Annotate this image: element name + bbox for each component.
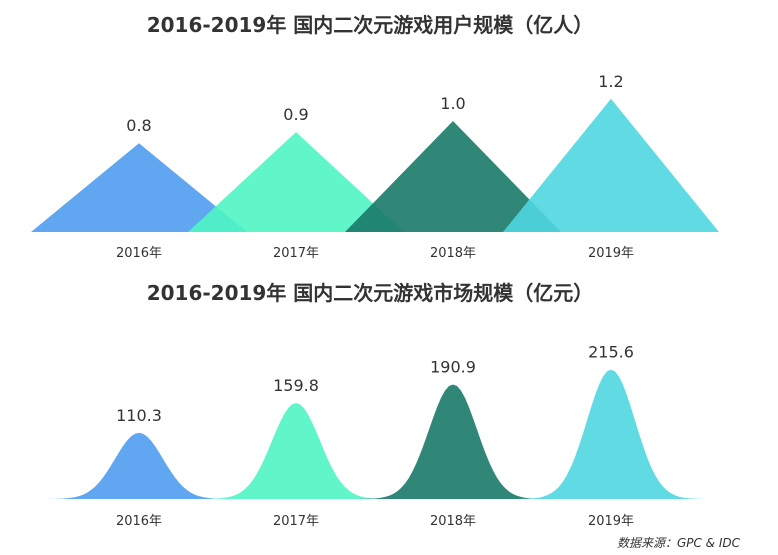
users-chart: 0.8 2016年 0.9 2017年 1.0 2018年 1.2 2019年 [31,72,719,261]
market-scale-value-label-3: 215.6 [588,343,634,362]
user-scale-triangle-3 [503,98,719,232]
market-scale-tick-label-1: 2017年 [273,514,319,529]
user-scale-value-label-1: 0.9 [283,105,308,124]
chart-title-users: 2016-2019年 国内二次元游戏用户规模（亿人） [147,13,594,37]
data-source: 数据来源：GPC & IDC [617,536,741,550]
market-scale-bell-1 [184,403,408,499]
market-scale-bell-0 [27,432,251,499]
user-scale-triangle-1 [188,132,404,232]
user-scale-tick-label-1: 2017年 [273,246,319,261]
market-scale-value-label-0: 110.3 [116,406,162,425]
market-scale-bell-3 [499,369,723,499]
market-scale-bell-2 [341,384,565,499]
market-scale-tick-label-2: 2018年 [430,514,476,529]
market-scale-value-label-2: 190.9 [430,357,476,376]
user-scale-tick-label-3: 2019年 [588,246,634,261]
market-scale-tick-label-3: 2019年 [588,514,634,529]
user-scale-value-label-2: 1.0 [440,94,465,113]
market-scale-value-label-1: 159.8 [273,376,319,395]
user-scale-triangle-2 [345,121,561,232]
market-chart: 110.3 2016年 159.8 2017年 190.9 2018年 215.6 2019年 [27,343,723,529]
user-scale-value-label-3: 1.2 [598,72,623,91]
market-scale-tick-label-0: 2016年 [116,514,162,529]
user-scale-tick-label-2: 2018年 [430,246,476,261]
user-scale-tick-label-0: 2016年 [116,246,162,261]
user-scale-triangle-0 [31,143,247,232]
chart-title-market: 2016-2019年 国内二次元游戏市场规模（亿元） [147,281,594,305]
user-scale-value-label-0: 0.8 [126,116,151,135]
